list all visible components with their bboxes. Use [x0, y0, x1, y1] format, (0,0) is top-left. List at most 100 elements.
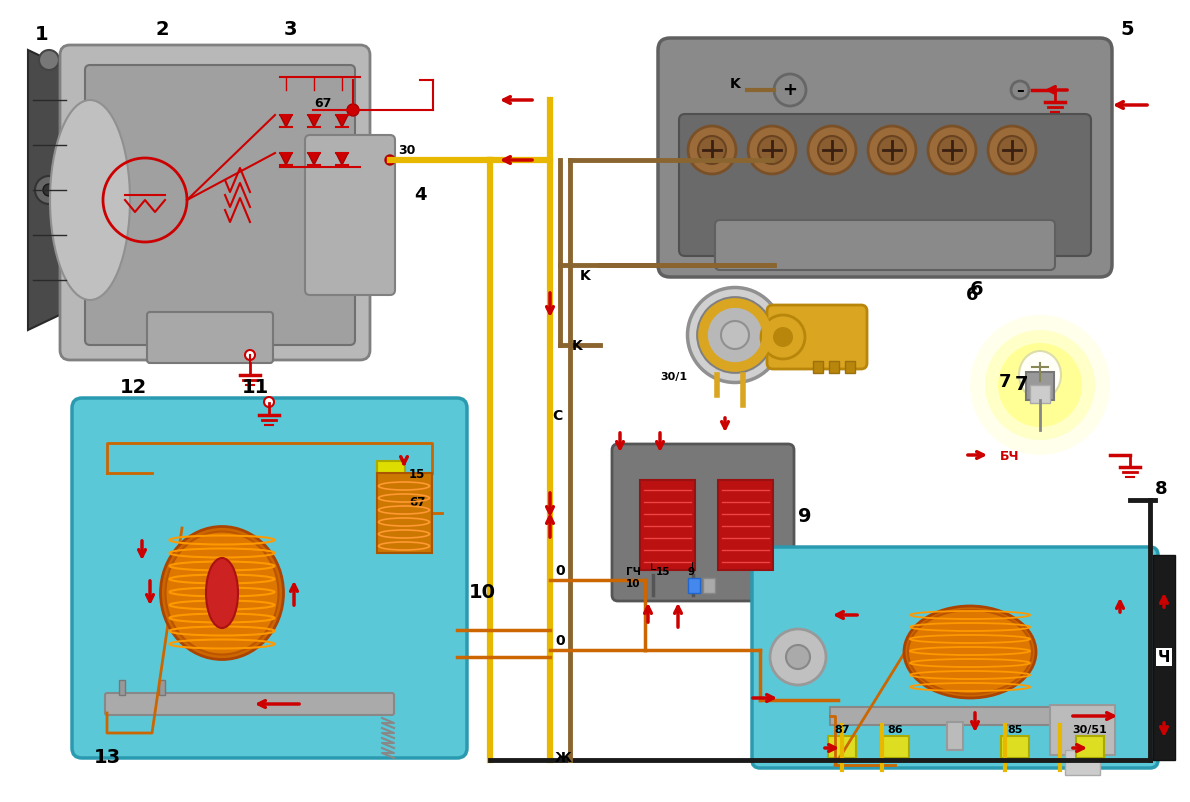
Circle shape [808, 126, 856, 174]
Text: 13: 13 [94, 748, 121, 767]
Circle shape [758, 136, 787, 164]
Ellipse shape [50, 100, 130, 300]
Text: 5: 5 [1120, 20, 1134, 39]
Text: 10: 10 [626, 579, 640, 589]
FancyBboxPatch shape [612, 444, 794, 601]
Text: 30/51: 30/51 [1072, 725, 1108, 735]
Circle shape [347, 104, 359, 116]
Text: 10: 10 [469, 583, 496, 602]
Bar [1050, 705, 1115, 755]
Bar [829, 707, 1081, 725]
Bar [828, 736, 856, 758]
Polygon shape [29, 50, 70, 330]
Polygon shape [308, 115, 320, 127]
Text: 7: 7 [998, 373, 1012, 391]
Circle shape [998, 343, 1082, 427]
Circle shape [43, 184, 55, 196]
FancyBboxPatch shape [60, 45, 370, 360]
Bar [1153, 555, 1175, 760]
Circle shape [245, 350, 255, 360]
Text: 9: 9 [798, 507, 812, 526]
Bar [703, 578, 715, 593]
Text: 12: 12 [120, 378, 148, 397]
Text: Ч: Ч [1158, 650, 1170, 665]
Bar [119, 680, 125, 695]
Bar [640, 480, 695, 570]
Text: 6: 6 [966, 286, 978, 304]
FancyBboxPatch shape [148, 312, 273, 363]
Text: L: L [650, 562, 656, 572]
Ellipse shape [206, 558, 238, 628]
FancyBboxPatch shape [305, 135, 395, 295]
Text: 0: 0 [555, 564, 564, 578]
Bar [845, 361, 854, 373]
Circle shape [998, 136, 1026, 164]
Bar [159, 680, 165, 695]
Ellipse shape [161, 526, 283, 659]
Circle shape [970, 315, 1110, 455]
Text: 85: 85 [1007, 725, 1022, 735]
Bar [947, 722, 963, 750]
Bar [881, 736, 909, 758]
Text: K: K [580, 269, 590, 283]
Text: 11: 11 [242, 378, 269, 397]
Bar [1065, 750, 1100, 775]
FancyBboxPatch shape [658, 38, 1111, 277]
Circle shape [878, 136, 906, 164]
Text: 1: 1 [36, 25, 49, 44]
Ellipse shape [688, 287, 783, 383]
Circle shape [985, 330, 1095, 440]
Text: ГЧ: ГЧ [626, 567, 641, 577]
Polygon shape [336, 115, 347, 127]
Text: 30: 30 [397, 144, 415, 157]
Circle shape [35, 176, 63, 204]
Circle shape [721, 321, 749, 349]
Text: –: – [1016, 83, 1023, 98]
Circle shape [988, 126, 1036, 174]
Text: K: K [572, 339, 583, 353]
Text: 3: 3 [283, 20, 296, 39]
Text: БЧ: БЧ [1000, 450, 1020, 463]
Bar [829, 361, 839, 373]
Ellipse shape [1019, 351, 1061, 399]
Ellipse shape [697, 298, 772, 372]
Text: 6: 6 [970, 280, 984, 299]
FancyBboxPatch shape [105, 693, 394, 715]
Text: 15: 15 [409, 468, 425, 481]
Bar [377, 461, 405, 483]
Bar [1076, 736, 1104, 758]
Circle shape [938, 136, 966, 164]
Circle shape [1012, 81, 1029, 99]
Circle shape [787, 645, 810, 669]
Circle shape [688, 126, 735, 174]
Bar [1031, 385, 1050, 403]
Bar [688, 578, 700, 593]
Text: 87: 87 [834, 725, 850, 735]
Ellipse shape [904, 606, 1036, 698]
Text: K: K [729, 77, 740, 91]
Polygon shape [336, 153, 347, 165]
Ellipse shape [908, 610, 1032, 694]
Polygon shape [308, 153, 320, 165]
FancyBboxPatch shape [84, 65, 355, 345]
Bar [377, 473, 432, 553]
Circle shape [774, 74, 806, 106]
FancyBboxPatch shape [715, 220, 1056, 270]
Bar [1001, 736, 1029, 758]
Bar [718, 480, 774, 570]
Text: 30/1: 30/1 [660, 372, 687, 382]
FancyBboxPatch shape [752, 547, 1158, 768]
Bar [813, 361, 823, 373]
Circle shape [760, 315, 804, 359]
Text: 86: 86 [888, 725, 903, 735]
Bar [377, 489, 405, 511]
Text: 8: 8 [1155, 480, 1167, 498]
Circle shape [770, 629, 826, 685]
Text: 15: 15 [656, 567, 670, 577]
Text: 9: 9 [688, 567, 695, 577]
FancyBboxPatch shape [768, 305, 868, 369]
Circle shape [39, 50, 60, 70]
Text: 2: 2 [155, 20, 169, 39]
Circle shape [749, 126, 796, 174]
Circle shape [774, 327, 793, 347]
